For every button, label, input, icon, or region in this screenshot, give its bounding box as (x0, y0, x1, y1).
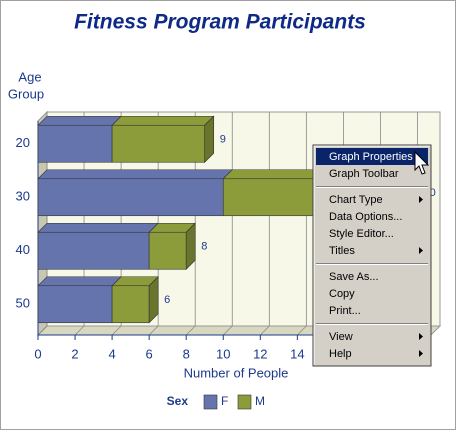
menu-item-label[interactable]: View (329, 331, 353, 343)
x-tick-label: 0 (34, 346, 41, 361)
menu-item-label[interactable]: Copy (329, 288, 355, 300)
x-tick-label: 8 (183, 346, 190, 361)
context-menu: Graph Properties Graph Toolbar Chart Type D… (312, 144, 432, 367)
menu-item[interactable]: Save As... (316, 268, 428, 285)
submenu-arrow[interactable] (419, 333, 423, 340)
x-tick-label: 2 (71, 346, 78, 361)
menu-item-label[interactable]: Help (329, 348, 352, 360)
mouse-cursor (414, 150, 430, 175)
bar-side (204, 115, 215, 163)
bar-top (37, 169, 233, 180)
bar (37, 285, 113, 324)
bar-side (185, 222, 196, 270)
menu-item[interactable]: Data Options... (316, 208, 428, 225)
bar-side (148, 276, 159, 324)
x-axis-label: Number of People (184, 365, 289, 380)
menu-item[interactable]: View (316, 328, 428, 345)
bar (148, 231, 187, 270)
menu-item-label[interactable]: Titles (329, 245, 355, 257)
y-tick-label: 20 (16, 135, 30, 150)
x-tick-label: 4 (108, 346, 115, 361)
bar (37, 178, 224, 217)
menu-item[interactable]: Print... (316, 302, 428, 319)
legend-label: M (255, 394, 265, 408)
bar (111, 124, 206, 163)
menu-item[interactable]: Graph Properties (316, 148, 428, 165)
x-tick-label: 10 (216, 346, 230, 361)
data-label: 9 (220, 134, 226, 146)
bar-top (37, 276, 122, 287)
y-axis-label: Group (8, 86, 44, 101)
y-tick-label: 30 (16, 189, 30, 204)
submenu-arrow[interactable] (419, 196, 423, 203)
y-tick-label: 40 (16, 242, 30, 257)
y-axis-label: Age (18, 69, 41, 84)
menu-item[interactable]: Style Editor... (316, 225, 428, 242)
submenu-arrow[interactable] (419, 350, 423, 357)
x-tick-label: 6 (146, 346, 153, 361)
menu-item[interactable]: Copy (316, 285, 428, 302)
bar-top (37, 115, 122, 126)
x-tick-label: 14 (290, 346, 304, 361)
menu-item-label[interactable]: Graph Toolbar (329, 168, 399, 180)
menu-item-label[interactable]: Save As... (329, 271, 379, 283)
submenu-arrow[interactable] (419, 247, 423, 254)
data-label: 6 (164, 294, 170, 306)
legend-swatch (203, 394, 218, 410)
bar (37, 231, 150, 270)
menu-highlight-edge (313, 145, 430, 365)
legend-label: F (221, 394, 228, 408)
x-tick-label: 12 (253, 346, 267, 361)
bar-top (111, 115, 215, 126)
menu-item-label[interactable]: Print... (329, 305, 361, 317)
bar (111, 285, 150, 324)
menu-item[interactable]: Titles (316, 242, 428, 259)
menu-item-label[interactable]: Graph Properties (329, 151, 413, 163)
menu-item[interactable]: Chart Type (316, 191, 428, 208)
bar-top (37, 222, 159, 233)
legend-swatch (237, 394, 252, 410)
menu-item-label[interactable]: Style Editor... (329, 228, 394, 240)
data-label: 8 (201, 241, 207, 253)
menu-background (312, 144, 432, 367)
bar (37, 124, 113, 163)
chart-title: Fitness Program Participants (74, 11, 366, 34)
menu-item[interactable]: Graph Toolbar (316, 165, 428, 182)
menu-item-bg[interactable] (316, 148, 428, 165)
legend-title: Sex (167, 394, 189, 408)
menu-item-label[interactable]: Data Options... (329, 211, 402, 223)
y-tick-label: 50 (16, 296, 30, 311)
menu-item[interactable]: Help (316, 345, 428, 362)
menu-item-label[interactable]: Chart Type (329, 194, 383, 206)
